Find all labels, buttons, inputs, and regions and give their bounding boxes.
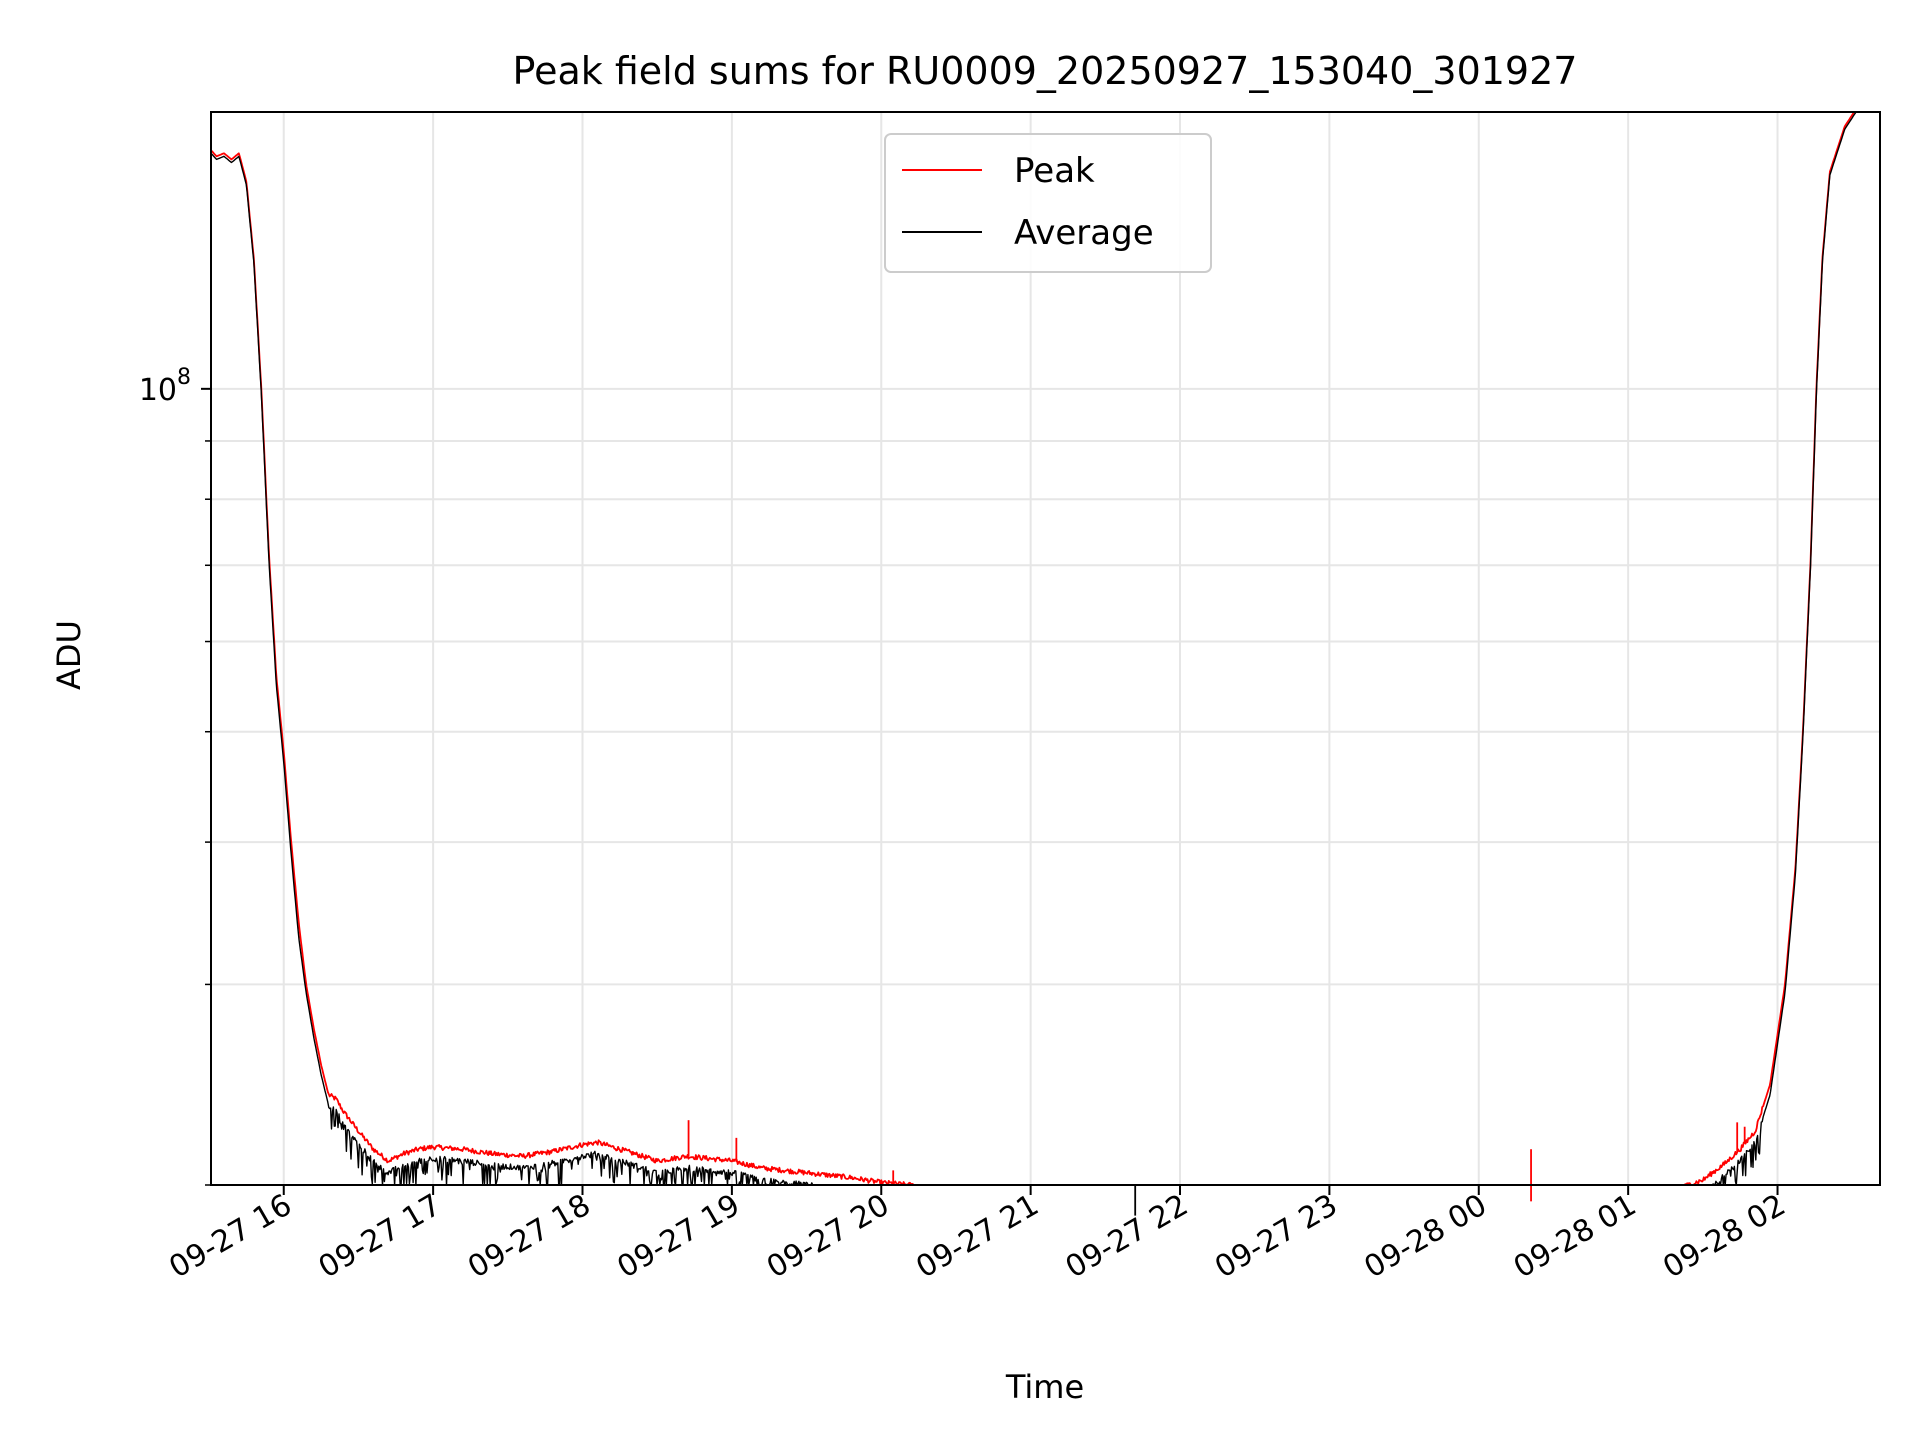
y-axis-label: ADU xyxy=(50,620,88,690)
legend-label-peak: Peak xyxy=(1014,151,1095,191)
grid-lines xyxy=(211,112,1880,1186)
legend: Peak Average xyxy=(884,133,1212,273)
x-axis-label: Time xyxy=(1005,1368,1084,1406)
y-tick-label: 10 xyxy=(139,373,177,408)
plot-frame xyxy=(210,111,1881,1186)
legend-label-average: Average xyxy=(1014,213,1154,253)
y-tick-label-base: 10 xyxy=(139,373,177,408)
chart-title: Peak field sums for RU0009_20250927_1530… xyxy=(513,49,1578,93)
y-tick-label-exponent: 8 xyxy=(177,365,191,390)
legend-box xyxy=(884,133,1212,273)
